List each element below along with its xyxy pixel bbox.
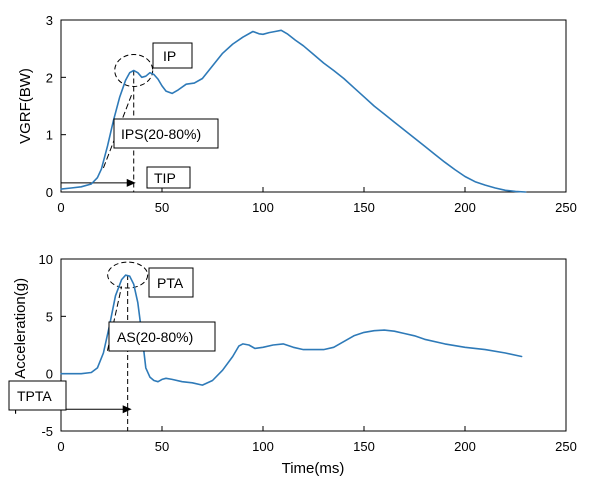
series-group <box>60 29 527 193</box>
x-tick-label: 50 <box>155 439 169 454</box>
annotation-label-time: TPTA <box>17 388 52 404</box>
x-tick-label: 100 <box>252 439 274 454</box>
panel-vgrf: VGRF(BW) 0 50 100 150 200 250 0 1 2 3 IP IPS(20-… <box>17 13 577 215</box>
annotation-label-peak: IP <box>163 48 176 64</box>
y-axis-label: VGRF(BW) <box>17 68 34 144</box>
y-tick-label: 3 <box>46 13 53 28</box>
axes-frame <box>60 19 567 193</box>
x-axis-label: Time(ms) <box>282 460 345 477</box>
y-tick-group: -5 0 5 10 <box>39 252 66 439</box>
annotation-label-peak: PTA <box>157 275 184 291</box>
y-tick-label: 0 <box>46 185 53 200</box>
x-tick-label: 100 <box>252 200 274 215</box>
y-tick-label: -5 <box>41 424 53 439</box>
annotation-box-peak: IP <box>152 42 193 69</box>
annotation-label-slope: IPS(20-80%) <box>121 126 201 142</box>
series-line <box>60 274 523 386</box>
panel-tibia: Tibia Acceleration(g) Time(ms) 0 50 100 150… <box>8 252 577 477</box>
series-group <box>60 274 523 386</box>
series-line <box>60 29 527 193</box>
time-arrow-head <box>122 405 132 414</box>
y-axis-label: Tibia Acceleration(g) <box>12 278 29 414</box>
x-tick-group: 0 50 100 150 200 250 <box>57 187 577 215</box>
y-tick-label: 0 <box>46 367 53 382</box>
x-tick-label: 150 <box>353 200 375 215</box>
x-tick-label: 200 <box>454 200 476 215</box>
annotation-box-time: TIP <box>146 166 191 189</box>
annotation-box-time: TPTA <box>8 380 67 411</box>
y-tick-group: 0 1 2 3 <box>46 13 66 200</box>
annotation-label-slope: AS(20-80%) <box>117 329 193 345</box>
x-tick-label: 0 <box>57 439 64 454</box>
x-tick-label: 50 <box>155 200 169 215</box>
y-tick-label: 1 <box>46 128 53 143</box>
annotation-box-slope: AS(20-80%) <box>108 321 216 352</box>
x-tick-label: 250 <box>555 200 577 215</box>
time-arrow-head <box>126 178 136 187</box>
y-tick-label: 10 <box>39 252 53 267</box>
x-tick-label: 150 <box>353 439 375 454</box>
annotation-box-slope: IPS(20-80%) <box>113 118 219 149</box>
x-tick-label: 0 <box>57 200 64 215</box>
annotation-label-time: TIP <box>154 170 176 186</box>
x-tick-group: 0 50 100 150 200 250 <box>57 426 577 454</box>
x-tick-label: 200 <box>454 439 476 454</box>
y-tick-label: 2 <box>46 70 53 85</box>
x-tick-label: 250 <box>555 439 577 454</box>
annotation-box-peak: PTA <box>148 267 194 298</box>
y-tick-label: 5 <box>46 309 53 324</box>
